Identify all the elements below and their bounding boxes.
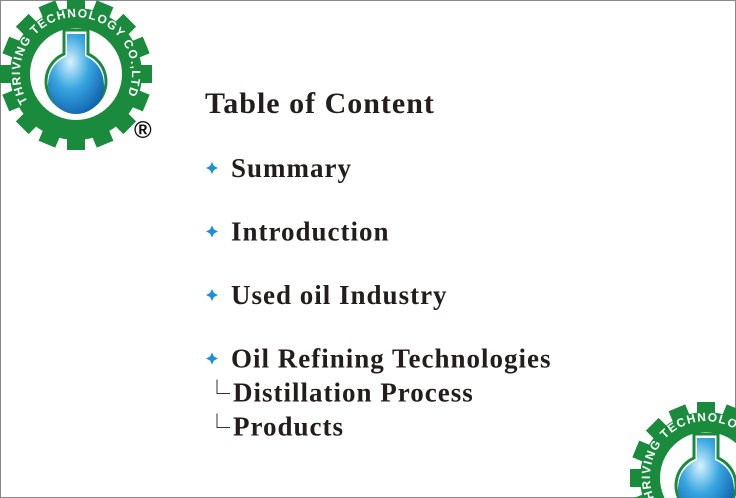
logo: THRIVING TECHNOLOGY CO.,LTD — [630, 402, 736, 498]
logo: THRIVING TECHNOLOGY CO.,LTD — [0, 0, 152, 150]
content-list: Summary Introduction Used oil Industry Oil … — [206, 153, 552, 442]
list-item: Introduction — [231, 217, 390, 247]
droplet — [48, 34, 104, 114]
bullet — [206, 352, 218, 365]
sub-item: Products — [233, 412, 344, 442]
registered-mark: ® — [134, 117, 152, 144]
list-item: Used oil Industry — [231, 280, 448, 310]
title: Table of Content — [205, 87, 435, 120]
list-item: Oil Refining Technologies — [231, 344, 552, 374]
sub-connector — [216, 413, 230, 428]
bullet — [206, 225, 218, 238]
bullet — [206, 162, 218, 174]
bullet — [206, 289, 218, 301]
sub-item: Distillation Process — [233, 378, 474, 408]
list-item: Summary — [231, 153, 352, 183]
droplet — [678, 438, 734, 498]
droplet-outline — [674, 432, 736, 498]
sub-connector — [216, 379, 230, 394]
